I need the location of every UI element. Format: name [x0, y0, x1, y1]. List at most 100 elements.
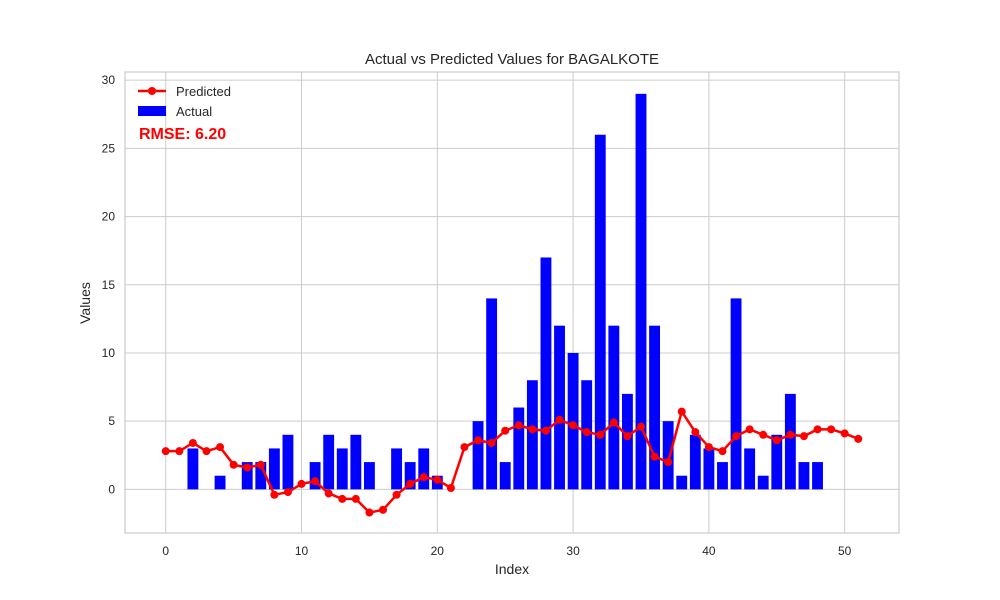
actual-bars [187, 93, 823, 490]
bar [689, 434, 701, 490]
point [555, 415, 564, 424]
bar [214, 475, 226, 490]
bar [608, 325, 620, 490]
bar [486, 298, 498, 490]
y-tick-label: 15 [102, 278, 116, 292]
point [311, 477, 320, 486]
point [813, 425, 822, 434]
bar [621, 393, 633, 490]
point [528, 425, 537, 434]
y-tick-label: 0 [108, 482, 115, 496]
point [541, 426, 550, 435]
point [772, 436, 781, 445]
bar [513, 407, 525, 490]
x-tick-label: 20 [431, 544, 445, 558]
legend-item-actual: Actual [138, 104, 212, 119]
point [664, 458, 673, 467]
point [379, 505, 387, 514]
x-tick-label: 10 [295, 544, 309, 558]
point [799, 432, 808, 441]
bar [391, 448, 403, 490]
bar [567, 352, 579, 490]
y-tick-label: 5 [108, 414, 115, 428]
rmse-annotation: RMSE: 6.20 [139, 126, 226, 143]
point [691, 428, 700, 437]
bar [717, 462, 728, 490]
bar [418, 448, 430, 490]
point [474, 436, 483, 445]
bar [649, 325, 661, 490]
point [718, 447, 727, 456]
point [392, 490, 401, 499]
point [514, 421, 523, 430]
bar [282, 434, 294, 490]
point [637, 422, 645, 431]
chart-title: Actual vs Predicted Values for BAGALKOTE [365, 51, 659, 68]
point [854, 434, 863, 443]
point [202, 447, 211, 456]
bar [744, 448, 756, 490]
bar [554, 325, 565, 490]
bar [757, 475, 769, 490]
bar [404, 462, 416, 490]
x-tick-label: 50 [838, 544, 852, 558]
point [569, 421, 578, 430]
bar [526, 380, 538, 490]
y-axis-ticks: 0 5 10 15 20 25 30 [102, 73, 116, 496]
point [216, 443, 225, 452]
y-tick-label: 10 [102, 346, 116, 360]
bar [662, 421, 674, 490]
bar [309, 462, 321, 490]
point [745, 425, 754, 434]
point [623, 432, 632, 441]
point [188, 438, 197, 447]
y-tick-label: 30 [102, 73, 116, 87]
point [406, 479, 415, 488]
point [283, 488, 292, 497]
bar [594, 134, 606, 490]
bar [363, 462, 375, 490]
grid [125, 72, 899, 533]
point [351, 494, 360, 503]
point [256, 460, 265, 469]
bar [784, 393, 796, 490]
legend-label-predicted: Predicted [176, 84, 231, 99]
x-tick-label: 40 [702, 544, 716, 558]
point [609, 418, 618, 427]
bar [350, 434, 362, 490]
point [650, 452, 659, 461]
bar [635, 93, 647, 490]
bar [812, 462, 823, 490]
point [338, 494, 347, 503]
point [677, 407, 686, 416]
bar [241, 462, 253, 490]
bar [676, 475, 688, 490]
point [365, 508, 374, 517]
point [419, 473, 428, 482]
point [297, 479, 306, 488]
point [161, 447, 170, 456]
bar [499, 462, 511, 490]
point [786, 430, 795, 439]
point [270, 490, 279, 499]
y-tick-label: 20 [102, 210, 116, 224]
bar [540, 257, 552, 490]
point [840, 429, 849, 438]
x-axis-label: Index [495, 561, 529, 577]
point [446, 483, 455, 492]
legend: Predicted Actual [138, 84, 231, 119]
plot-background [124, 71, 900, 534]
point [827, 425, 836, 434]
point [243, 463, 252, 472]
point [732, 432, 741, 441]
y-tick-label: 25 [102, 141, 116, 155]
point [433, 475, 442, 484]
point [596, 430, 605, 439]
bar [255, 462, 267, 490]
legend-label-actual: Actual [176, 104, 212, 119]
bar [730, 298, 742, 490]
x-tick-label: 30 [566, 544, 580, 558]
x-tick-label: 0 [162, 544, 169, 558]
bar [187, 448, 199, 490]
